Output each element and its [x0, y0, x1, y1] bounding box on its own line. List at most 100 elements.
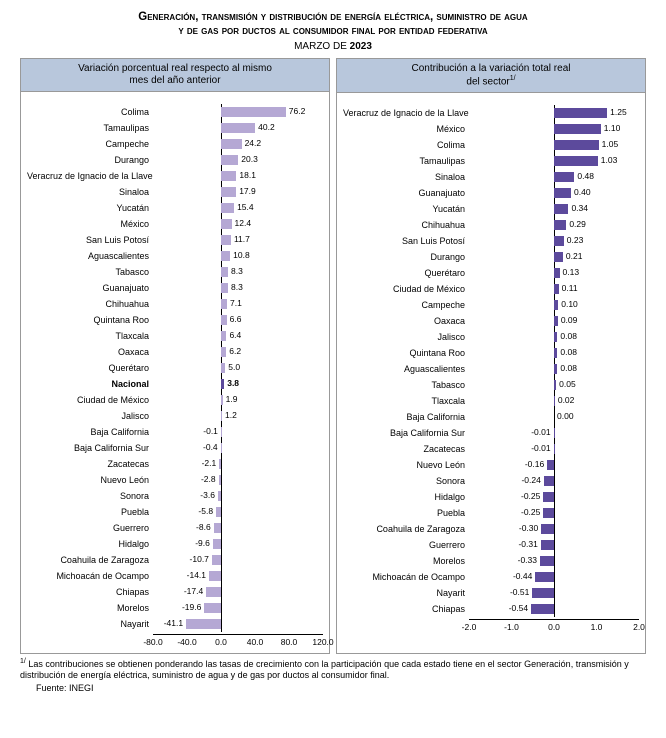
row-plot: 12.4 — [153, 216, 323, 232]
row-label: San Luis Potosí — [343, 236, 469, 246]
date-year: 2023 — [350, 41, 372, 52]
value-label: 24.2 — [245, 138, 262, 148]
row-label: Campeche — [27, 139, 153, 149]
bar — [221, 411, 222, 421]
value-label: 0.48 — [577, 171, 594, 181]
chart-row: Aguascalientes10.8 — [27, 248, 323, 264]
row-plot: 0.21 — [469, 249, 639, 265]
chart-row: Morelos-19.6 — [27, 600, 323, 616]
value-label: 0.34 — [571, 203, 588, 213]
bar — [219, 475, 221, 485]
bar — [186, 619, 221, 629]
value-label: -0.25 — [521, 507, 540, 517]
value-label: -0.44 — [513, 571, 532, 581]
row-plot: -10.7 — [153, 552, 323, 568]
bar — [214, 523, 221, 533]
chart-row: Chihuahua0.29 — [343, 217, 639, 233]
chart-row: Nuevo León-2.8 — [27, 472, 323, 488]
source: Fuente: INEGI — [36, 683, 646, 693]
chart-row: Michoacán de Ocampo-14.1 — [27, 568, 323, 584]
chart-row: Campeche0.10 — [343, 297, 639, 313]
value-label: -3.6 — [200, 490, 215, 500]
value-label: -0.25 — [521, 491, 540, 501]
bar — [531, 604, 554, 614]
left-rows: Colima76.2Tamaulipas40.2Campeche24.2Dura… — [27, 104, 323, 632]
chart-row: Jalisco0.08 — [343, 329, 639, 345]
chart-row: Chihuahua7.1 — [27, 296, 323, 312]
bar — [221, 379, 224, 389]
row-label: Colima — [27, 107, 153, 117]
row-label: Tabasco — [343, 380, 469, 390]
row-plot: 1.9 — [153, 392, 323, 408]
row-label: Yucatán — [343, 204, 469, 214]
row-plot: 0.40 — [469, 185, 639, 201]
bar — [221, 267, 228, 277]
chart-row: Guanajuato8.3 — [27, 280, 323, 296]
row-label: Morelos — [27, 603, 153, 613]
bar — [554, 172, 574, 182]
chart-row: Nayarit-0.51 — [343, 585, 639, 601]
value-label: 8.3 — [231, 282, 243, 292]
right-chart: Veracruz de Ignacio de la Llave1.25Méxic… — [337, 93, 645, 653]
value-label: -41.1 — [164, 618, 183, 628]
chart-row: Morelos-0.33 — [343, 553, 639, 569]
chart-row: Hidalgo-9.6 — [27, 536, 323, 552]
row-plot: 0.08 — [469, 329, 639, 345]
bar — [219, 459, 221, 469]
value-label: -2.8 — [201, 474, 216, 484]
row-plot: 3.8 — [153, 376, 323, 392]
chart-row: Sinaloa17.9 — [27, 184, 323, 200]
bar — [209, 571, 221, 581]
row-plot: -5.8 — [153, 504, 323, 520]
row-label: Chihuahua — [27, 299, 153, 309]
chart-row: Yucatán15.4 — [27, 200, 323, 216]
value-label: 15.4 — [237, 202, 254, 212]
chart-row: Baja California-0.1 — [27, 424, 323, 440]
value-label: 20.3 — [241, 154, 258, 164]
value-label: -0.4 — [203, 442, 218, 452]
bar — [554, 156, 598, 166]
row-plot: 1.05 — [469, 137, 639, 153]
bar — [216, 507, 221, 517]
bar — [221, 235, 231, 245]
row-plot: -0.24 — [469, 473, 639, 489]
row-plot: -14.1 — [153, 568, 323, 584]
value-label: 0.08 — [560, 347, 577, 357]
chart-row: Nuevo León-0.16 — [343, 457, 639, 473]
value-label: 10.8 — [233, 250, 250, 260]
chart-row: Tamaulipas1.03 — [343, 153, 639, 169]
row-label: Zacatecas — [343, 444, 469, 454]
value-label: 76.2 — [289, 106, 306, 116]
row-label: Jalisco — [27, 411, 153, 421]
row-label: Baja California — [27, 427, 153, 437]
x-tick: -1.0 — [504, 622, 519, 632]
bar — [213, 539, 221, 549]
row-label: Durango — [27, 155, 153, 165]
bar — [221, 155, 238, 165]
row-label: Sinaloa — [343, 172, 469, 182]
bar — [221, 331, 226, 341]
row-plot: 76.2 — [153, 104, 323, 120]
row-plot: 40.2 — [153, 120, 323, 136]
row-plot: 18.1 — [153, 168, 323, 184]
row-label: Tamaulipas — [27, 123, 153, 133]
row-label: Jalisco — [343, 332, 469, 342]
value-label: 6.6 — [230, 314, 242, 324]
row-label: Quintana Roo — [27, 315, 153, 325]
bar — [554, 108, 607, 118]
date-prefix: MARZO DE — [294, 41, 350, 52]
chart-row: Puebla-5.8 — [27, 504, 323, 520]
chart-row: Baja California Sur-0.01 — [343, 425, 639, 441]
row-label: Tabasco — [27, 267, 153, 277]
chart-row: Veracruz de Ignacio de la Llave18.1 — [27, 168, 323, 184]
chart-row: Guerrero-0.31 — [343, 537, 639, 553]
value-label: -14.1 — [187, 570, 206, 580]
bar — [206, 587, 221, 597]
row-label: Oaxaca — [27, 347, 153, 357]
row-label: Sonora — [27, 491, 153, 501]
row-label: Nayarit — [27, 619, 153, 629]
value-label: 0.21 — [566, 251, 583, 261]
chart-row: Tamaulipas40.2 — [27, 120, 323, 136]
value-label: -0.16 — [525, 459, 544, 469]
chart-row: Yucatán 0.34 — [343, 201, 639, 217]
